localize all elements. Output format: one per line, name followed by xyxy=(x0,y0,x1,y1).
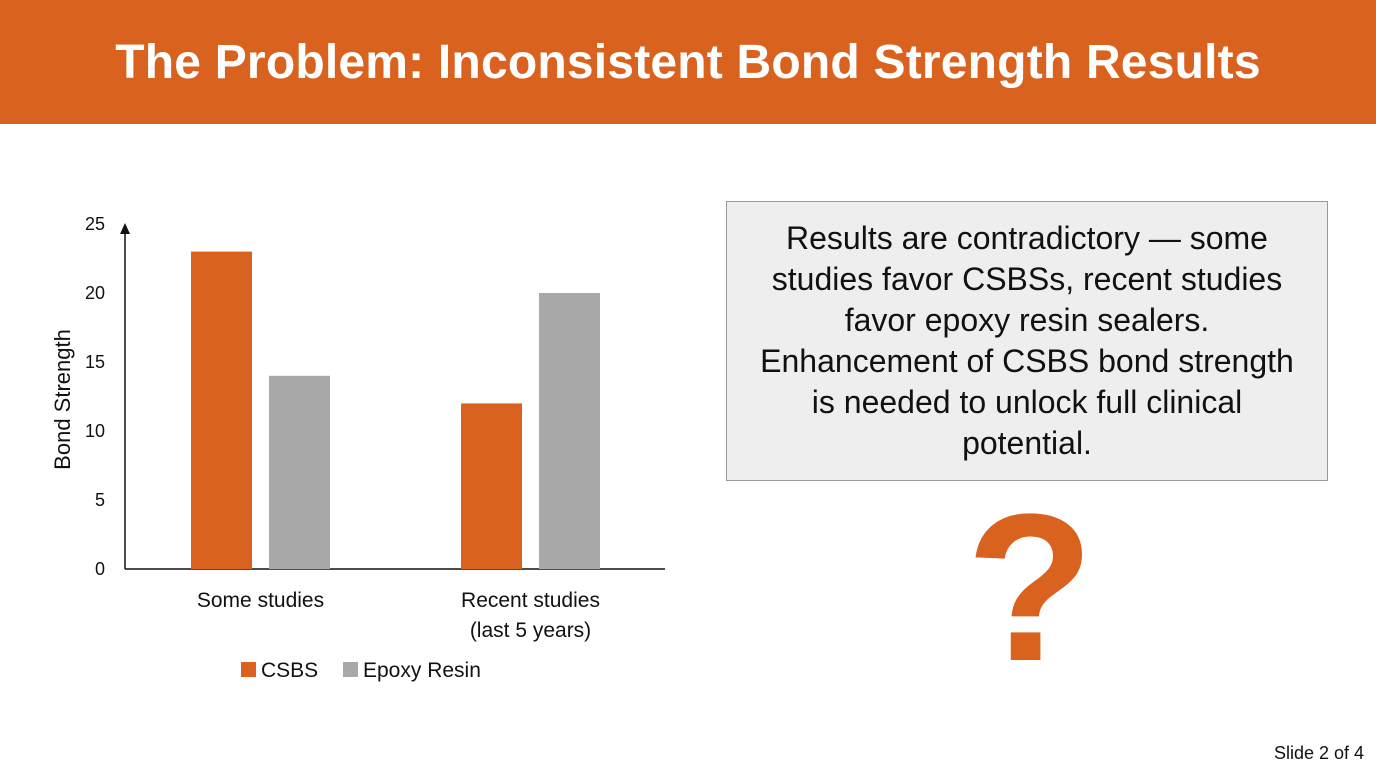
y-tick-label: 10 xyxy=(85,421,105,441)
chart-svg: 0 5 10 15 20 25 Bond Strength Some studies Recen… xyxy=(50,214,665,682)
x-tick-label-line: (last 5 years) xyxy=(470,619,591,642)
question-mark-icon: ? xyxy=(965,470,1095,705)
bar-csbs-2 xyxy=(461,403,522,569)
slide-number: Slide 2 of 4 xyxy=(1273,743,1364,763)
title-banner: The Problem: Inconsistent Bond Strength … xyxy=(0,0,1376,124)
y-tick-label: 0 xyxy=(95,559,105,579)
y-tick-label: 15 xyxy=(85,352,105,372)
slide-title: The Problem: Inconsistent Bond Strength … xyxy=(115,35,1261,89)
callout-box: Results are contradictory — some studies… xyxy=(726,201,1328,481)
bar-csbs-1 xyxy=(191,251,252,569)
legend-label-epoxy-resin: Epoxy Resin xyxy=(363,659,481,682)
bar-epoxy-resin-2 xyxy=(539,293,600,569)
x-tick-label: Some studies xyxy=(197,589,324,612)
callout-text: Results are contradictory — some studies… xyxy=(760,220,1294,461)
y-axis-label: Bond Strength xyxy=(50,329,75,470)
y-axis-arrow-icon xyxy=(120,223,130,234)
y-tick-label: 5 xyxy=(95,490,105,510)
bar-epoxy-resin-1 xyxy=(269,375,330,569)
legend-swatch-epoxy-resin xyxy=(343,662,358,677)
legend-swatch-csbs xyxy=(241,662,256,677)
y-tick-label: 25 xyxy=(85,214,105,234)
x-tick-label-line: Recent studies xyxy=(461,589,600,612)
legend-label-csbs: CSBS xyxy=(261,659,318,682)
x-tick-label: Recent studies (last 5 years) xyxy=(461,589,600,642)
y-tick-label: 20 xyxy=(85,283,105,303)
bond-strength-chart: 0 5 10 15 20 25 Bond Strength Some studies Recen… xyxy=(0,124,700,724)
x-tick-label-line: Some studies xyxy=(197,589,324,612)
